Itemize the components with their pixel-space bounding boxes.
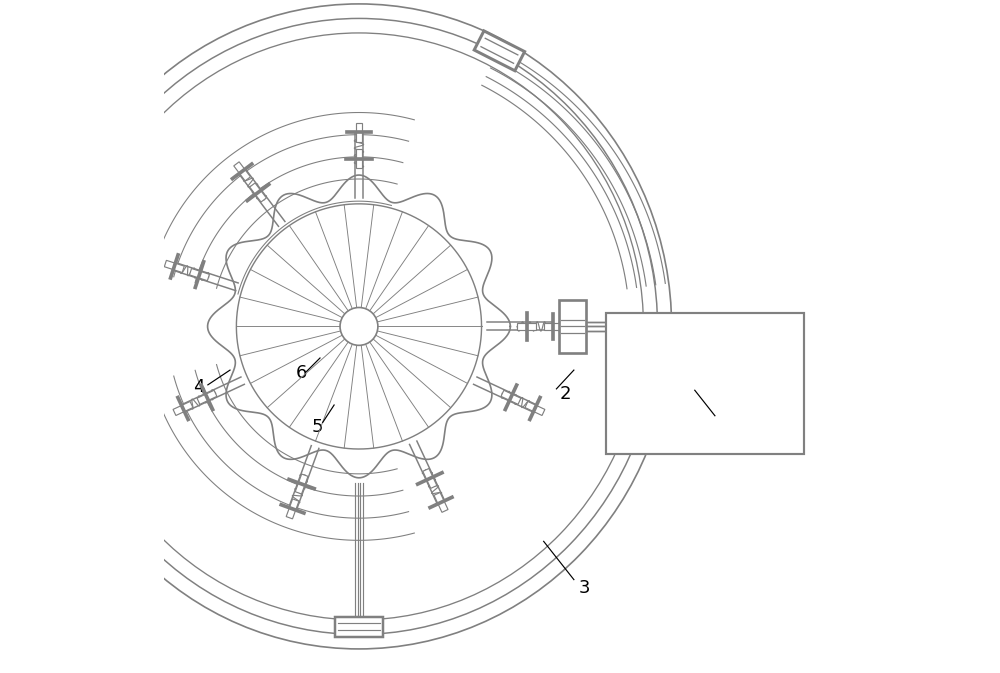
Text: 6: 6: [296, 365, 308, 382]
Circle shape: [340, 308, 378, 345]
Bar: [234, 162, 250, 181]
Bar: [173, 402, 193, 415]
Bar: [525, 402, 545, 415]
Bar: [335, 616, 383, 637]
Text: 3: 3: [578, 579, 590, 598]
Bar: [474, 31, 525, 71]
Bar: [517, 323, 536, 330]
Text: 5: 5: [312, 418, 323, 436]
Bar: [250, 183, 266, 202]
Text: 1: 1: [719, 411, 731, 429]
Bar: [356, 149, 362, 168]
Bar: [286, 499, 299, 519]
Text: 2: 2: [560, 384, 572, 402]
Bar: [295, 474, 308, 494]
Text: 4: 4: [193, 378, 205, 396]
Bar: [559, 299, 586, 353]
Bar: [197, 390, 217, 404]
Bar: [544, 323, 563, 330]
Bar: [501, 390, 521, 404]
Bar: [189, 269, 209, 281]
Bar: [423, 468, 437, 489]
Bar: [606, 313, 804, 454]
Bar: [356, 123, 362, 141]
Bar: [434, 493, 448, 512]
Bar: [164, 260, 184, 273]
